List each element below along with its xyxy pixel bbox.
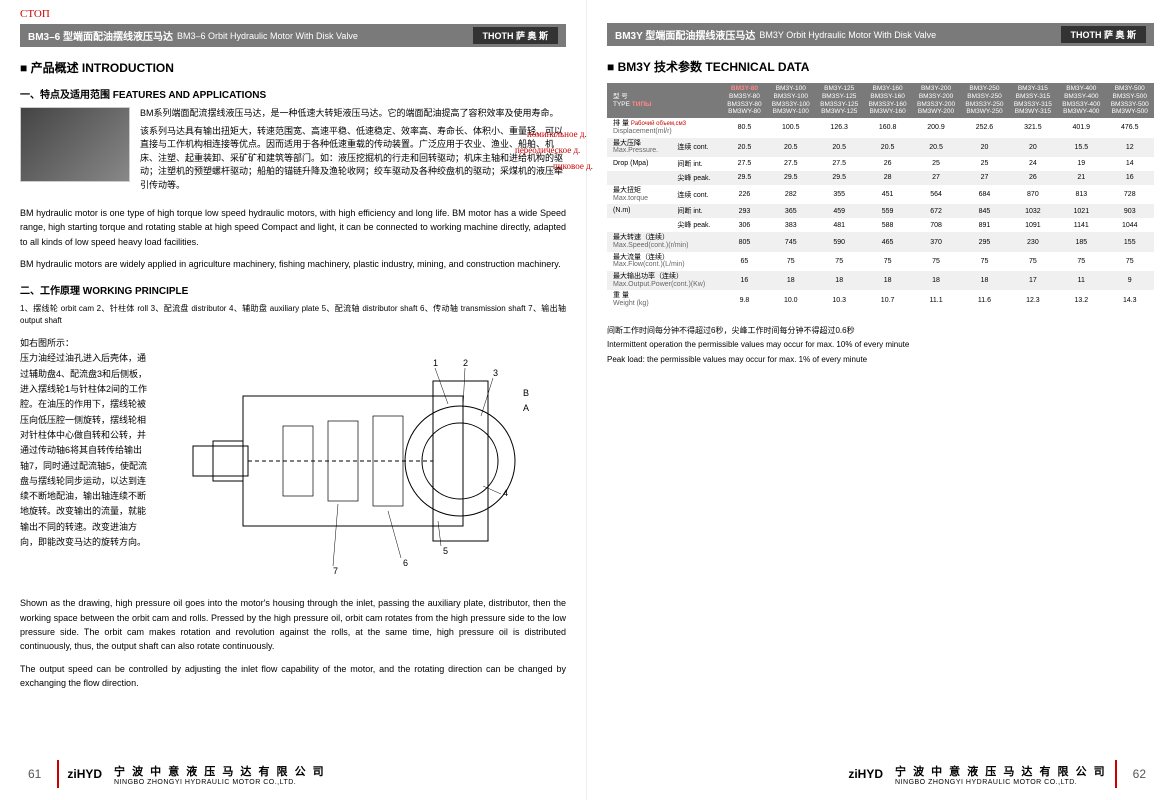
note-1: 间断工作时间每分钟不得超过6秒，尖峰工作时间每分钟不得超过0.6秒	[607, 324, 1154, 338]
cn-intro-2: 该系列马达具有输出扭矩大，转速范围宽、高速平稳、低速稳定、效率高、寿命长、体积小…	[140, 125, 566, 193]
page-num-left: 61	[28, 767, 41, 781]
svg-text:7: 7	[333, 566, 338, 576]
right-title-sub: BM3Y Orbit Hydraulic Motor With Disk Val…	[759, 30, 936, 40]
company-cn-left: 宁 波 中 意 液 压 马 达 有 限 公 司	[114, 763, 326, 779]
annot-nominal: номинальное д.	[527, 129, 587, 139]
company-cn-right: 宁 波 中 意 液 压 马 达 有 限 公 司	[895, 763, 1107, 779]
motor-diagram: 1 2 3 B A 4 5 6 7	[160, 336, 566, 596]
features-heading: 一、特点及适用范围 FEATURES AND APPLICATIONS	[20, 86, 566, 101]
svg-text:A: A	[523, 403, 529, 413]
brand-right: THOTH 萨 奥 斯	[1061, 26, 1147, 43]
left-title-main: BM3–6 型端面配油摆线液压马达	[28, 28, 173, 43]
legend-text: 1、摆线轮 orbit cam 2、针柱体 roll 3、配流盘 distrib…	[20, 303, 566, 329]
footer-left: 61 ziHYD 宁 波 中 意 液 压 马 达 有 限 公 司 NINGBO …	[20, 760, 326, 788]
company-en-left: NINGBO ZHONGYI HYDRAULIC MOTOR CO.,LTD.	[114, 779, 326, 786]
company-en-right: NINGBO ZHONGYI HYDRAULIC MOTOR CO.,LTD.	[895, 779, 1107, 786]
right-title-bar: BM3Y 型端面配油摆线液压马达 BM3Y Orbit Hydraulic Mo…	[607, 23, 1154, 46]
logo-left: ziHYD	[67, 767, 102, 781]
note-3: Peak load: the permissible values may oc…	[607, 353, 1154, 367]
svg-text:2: 2	[463, 358, 468, 368]
svg-text:4: 4	[503, 488, 508, 498]
principle-heading: 二、工作原理 WORKING PRINCIPLE	[20, 282, 566, 297]
right-title-main: BM3Y 型端面配油摆线液压马达	[615, 27, 755, 42]
principle-head-cn: 如右图所示：	[20, 336, 150, 351]
annot-periodic: переодическое д.	[515, 145, 580, 155]
cn-intro-1: BM系列端面配流摆线液压马达，是一种低速大转矩液压马达。它的端面配油提高了容积效…	[140, 107, 566, 121]
principle-body-cn: 压力油经过油孔进入后壳体，通过辅助盘4、配流盘3和后侧板，进入摆线轮1与针柱体2…	[20, 351, 150, 550]
spec-table: 型 号TYPE ТИПЫBM3Y-80BM3SY-80BM3S3Y-80BM3W…	[607, 83, 1154, 310]
technical-heading: BM3Y 技术参数 TECHNICAL DATA	[607, 58, 1154, 75]
en-intro-1: BM hydraulic motor is one type of high t…	[20, 206, 566, 249]
stop-annotation: СТОП	[20, 8, 566, 20]
page-num-right: 62	[1133, 767, 1146, 781]
annot-peak: пиковое д.	[553, 161, 593, 171]
svg-text:1: 1	[433, 358, 438, 368]
logo-right: ziHYD	[848, 767, 883, 781]
note-2: Intermittent operation the permissible v…	[607, 338, 1154, 352]
footer-right: ziHYD 宁 波 中 意 液 压 马 达 有 限 公 司 NINGBO ZHO…	[848, 760, 1154, 788]
svg-text:B: B	[523, 388, 529, 398]
svg-text:5: 5	[443, 546, 448, 556]
left-title-sub: BM3–6 Orbit Hydraulic Motor With Disk Va…	[177, 31, 358, 41]
svg-text:3: 3	[493, 368, 498, 378]
intro-heading: 产品概述 INTRODUCTION	[20, 59, 566, 76]
en-principle-2: The output speed can be controlled by ad…	[20, 662, 566, 691]
en-principle-1: Shown as the drawing, high pressure oil …	[20, 596, 566, 654]
product-photo	[20, 107, 130, 182]
svg-text:6: 6	[403, 558, 408, 568]
brand-left: THOTH 萨 奥 斯	[473, 27, 559, 44]
en-intro-2: BM hydraulic motors are widely applied i…	[20, 257, 566, 271]
left-title-bar: BM3–6 型端面配油摆线液压马达 BM3–6 Orbit Hydraulic …	[20, 24, 566, 47]
